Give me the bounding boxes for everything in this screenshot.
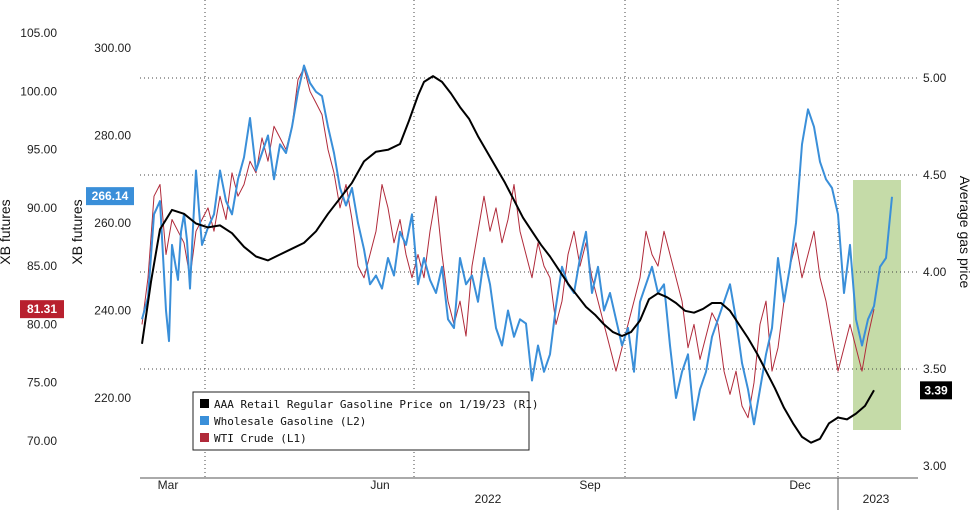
x-year-label-2023: 2023 — [863, 492, 890, 506]
retail-last-flag-text: 3.39 — [924, 383, 948, 397]
legend-swatch-retail — [200, 399, 209, 408]
left-outer-axis-title: XB futures — [0, 199, 13, 264]
left-outer-tick-1: 100.00 — [20, 84, 57, 98]
wti-last-flag-text: 81.31 — [27, 302, 57, 316]
left-inner-tick-2: 260.00 — [94, 216, 131, 230]
right-tick-1: 4.50 — [923, 168, 947, 182]
series-line-retail — [141, 75, 875, 444]
right-tick-4: 3.00 — [923, 459, 947, 473]
left-outer-tick-3: 90.00 — [27, 201, 57, 215]
legend-box — [192, 391, 530, 451]
x-year-label-2022: 2022 — [475, 492, 502, 506]
x-label-dec: Dec — [789, 478, 810, 492]
wholesale-last-flag-bg — [86, 187, 134, 206]
x-label-jun: Jun — [370, 478, 389, 492]
legend-swatch-wti — [200, 433, 209, 442]
retail-last-flag-bg — [920, 381, 952, 400]
left-outer-tick-2: 95.00 — [27, 143, 57, 157]
legend-label-retail: AAA Retail Regular Gasoline Price on 1/1… — [214, 398, 539, 411]
left-outer-tick-7: 70.00 — [27, 434, 57, 448]
2023-highlight-box — [853, 180, 901, 430]
wholesale-last-flag-text: 266.14 — [92, 189, 129, 203]
wti-last-flag-bg — [20, 300, 64, 319]
left-inner-axis-title: XB futures — [69, 199, 85, 264]
left-inner-tick-3: 240.00 — [94, 304, 131, 318]
legend-swatch-wholesale — [200, 416, 209, 425]
legend: AAA Retail Regular Gasoline Price on 1/1… — [192, 391, 539, 451]
left-outer-tick-4: 85.00 — [27, 259, 57, 273]
legend-label-wti: WTI Crude (L1) — [214, 432, 307, 445]
left-inner-tick-4: 220.00 — [94, 391, 131, 405]
right-tick-2: 4.00 — [923, 265, 947, 279]
legend-label-wholesale: Wholesale Gasoline (L2) — [214, 415, 366, 428]
right-axis-title: Average gas price — [957, 176, 972, 289]
left-outer-tick-5: 80.00 — [27, 317, 57, 331]
right-tick-0: 5.00 — [923, 71, 947, 85]
x-label-mar: Mar — [158, 478, 179, 492]
x-label-sep: Sep — [579, 478, 601, 492]
left-outer-tick-6: 75.00 — [27, 376, 57, 390]
last-value-flags: 266.14 81.31 3.39 — [20, 187, 952, 400]
x-axis-labels: Mar Jun Sep Dec 2022 2023 — [158, 478, 890, 510]
left-inner-tick-1: 280.00 — [94, 129, 131, 143]
right-tick-3: 3.50 — [923, 362, 947, 376]
series-group — [141, 64, 893, 444]
left-outer-tick-0: 105.00 — [20, 26, 57, 40]
left-inner-tick-0: 300.00 — [94, 41, 131, 55]
series-line-wholesale — [141, 64, 893, 426]
axis-ticks: 105.00 100.00 95.00 90.00 85.00 80.00 75.00 70.… — [20, 26, 946, 473]
